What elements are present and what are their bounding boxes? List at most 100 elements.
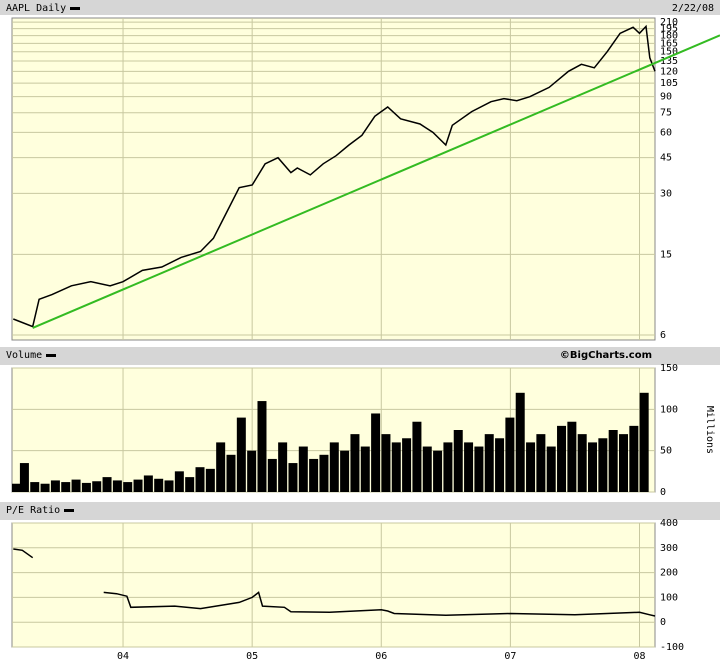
y-tick-label: 300 bbox=[660, 543, 678, 554]
volume-bar bbox=[484, 434, 494, 492]
volume-bar bbox=[247, 450, 257, 492]
volume-bar bbox=[40, 483, 50, 492]
volume-bar bbox=[195, 467, 205, 492]
volume-bar bbox=[154, 478, 164, 492]
panel-header bbox=[0, 502, 720, 520]
y-tick-label: 180 bbox=[660, 31, 678, 42]
volume-bar bbox=[112, 480, 122, 492]
y-tick-label: 165 bbox=[660, 38, 678, 49]
y-tick-label: 30 bbox=[660, 188, 672, 199]
volume-bar bbox=[526, 442, 536, 492]
y-tick-label: 195 bbox=[660, 24, 678, 35]
volume-bar bbox=[185, 477, 195, 492]
y-tick-label: 0 bbox=[660, 487, 666, 498]
legend-swatch bbox=[70, 7, 80, 10]
volume-bar bbox=[350, 434, 360, 492]
plot-area bbox=[11, 522, 656, 648]
volume-bar bbox=[205, 468, 215, 492]
x-tick-label: 06 bbox=[375, 651, 387, 662]
x-tick-label: 05 bbox=[246, 651, 258, 662]
volume-bar bbox=[557, 425, 567, 492]
volume-bar bbox=[257, 401, 267, 492]
y-axis-label: Millions bbox=[704, 406, 715, 454]
volume-bar bbox=[226, 454, 236, 492]
panel-title: Volume bbox=[6, 350, 42, 361]
volume-bar bbox=[174, 471, 184, 492]
volume-bar bbox=[588, 442, 598, 492]
volume-bar bbox=[381, 434, 391, 492]
y-tick-label: 75 bbox=[660, 108, 672, 119]
volume-bar bbox=[391, 442, 401, 492]
volume-bar bbox=[329, 442, 339, 492]
y-tick-label: 150 bbox=[660, 47, 678, 58]
volume-bar bbox=[567, 421, 577, 492]
volume-bar bbox=[619, 434, 629, 492]
volume-bar bbox=[19, 463, 29, 492]
y-tick-label: 100 bbox=[660, 404, 678, 415]
volume-bar bbox=[143, 475, 153, 492]
x-tick-label: 04 bbox=[117, 651, 129, 662]
volume-bar bbox=[608, 430, 618, 492]
x-tick-label: 07 bbox=[504, 651, 516, 662]
y-tick-label: 90 bbox=[660, 92, 672, 103]
volume-bar bbox=[422, 446, 432, 492]
volume-bar bbox=[433, 450, 443, 492]
x-tick-label: 08 bbox=[633, 651, 645, 662]
volume-bar bbox=[546, 446, 556, 492]
volume-bar bbox=[515, 392, 525, 492]
y-tick-label: 105 bbox=[660, 78, 678, 89]
volume-bar bbox=[288, 463, 298, 492]
y-tick-label: 120 bbox=[660, 66, 678, 77]
y-tick-label: 60 bbox=[660, 127, 672, 138]
volume-bar bbox=[453, 430, 463, 492]
volume-bar bbox=[340, 450, 350, 492]
y-tick-label: 135 bbox=[660, 56, 678, 67]
legend-swatch bbox=[64, 509, 74, 512]
price-line bbox=[13, 24, 656, 328]
panel-title: AAPL Daily bbox=[6, 3, 66, 14]
volume-bar bbox=[50, 480, 60, 492]
y-tick-label: 150 bbox=[660, 363, 678, 374]
volume-bar bbox=[61, 482, 71, 492]
volume-bar bbox=[639, 392, 649, 492]
volume-bar bbox=[536, 434, 546, 492]
y-tick-label: 15 bbox=[660, 249, 672, 260]
volume-bar bbox=[12, 483, 21, 492]
volume-bar bbox=[412, 421, 422, 492]
volume-bar bbox=[577, 434, 587, 492]
volume-bar bbox=[216, 442, 226, 492]
volume-bar bbox=[371, 413, 381, 492]
date-label: 2/22/08 bbox=[672, 3, 714, 14]
volume-bar bbox=[133, 479, 143, 492]
volume-bar bbox=[267, 458, 277, 492]
legend-swatch bbox=[46, 354, 56, 357]
y-tick-label: 200 bbox=[660, 568, 678, 579]
trendline bbox=[32, 34, 720, 329]
y-tick-label: 0 bbox=[660, 617, 666, 628]
volume-bar bbox=[495, 438, 505, 492]
volume-bar bbox=[236, 417, 246, 492]
volume-bar bbox=[505, 417, 515, 492]
panel-header bbox=[0, 0, 720, 15]
volume-bar bbox=[71, 479, 81, 492]
y-tick-label: 100 bbox=[660, 592, 678, 603]
volume-bar bbox=[102, 477, 112, 492]
volume-bar bbox=[123, 482, 133, 492]
volume-bar bbox=[81, 482, 91, 492]
y-tick-label: 45 bbox=[660, 153, 672, 164]
y-tick-label: 210 bbox=[660, 17, 678, 28]
panel-title: P/E Ratio bbox=[6, 505, 60, 516]
volume-bar bbox=[278, 442, 288, 492]
volume-bar bbox=[92, 481, 102, 492]
volume-bar bbox=[360, 446, 370, 492]
volume-bar bbox=[164, 480, 174, 492]
volume-bar bbox=[598, 438, 608, 492]
y-tick-label: -100 bbox=[660, 642, 684, 653]
price-line bbox=[13, 548, 656, 617]
volume-bar bbox=[464, 442, 474, 492]
volume-bar bbox=[319, 454, 329, 492]
y-tick-label: 400 bbox=[660, 518, 678, 529]
volume-bar bbox=[298, 446, 308, 492]
volume-bar bbox=[474, 446, 484, 492]
